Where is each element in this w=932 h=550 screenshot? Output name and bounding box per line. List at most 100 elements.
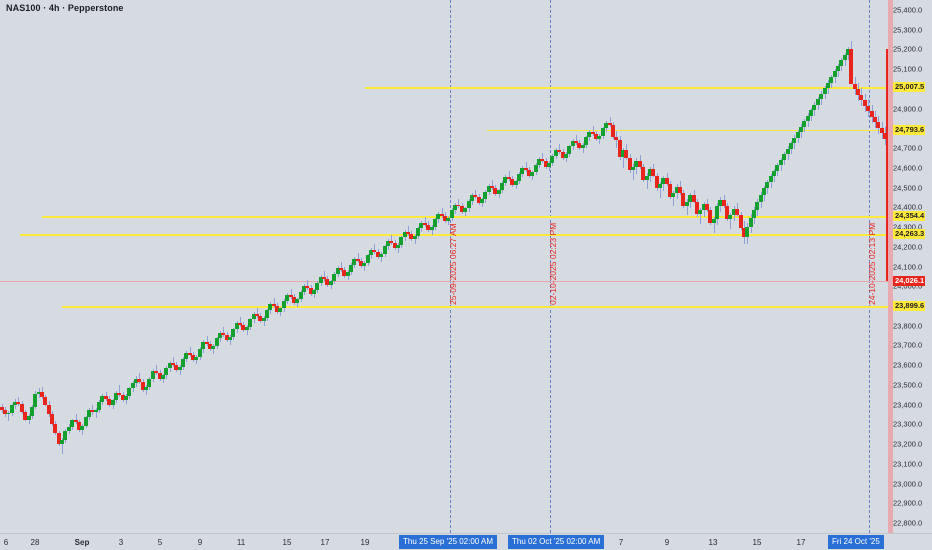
candle-wick (358, 253, 359, 263)
candle-body (409, 233, 413, 240)
candle-body (275, 306, 279, 312)
candle-wick (559, 144, 560, 154)
candle-body (594, 133, 598, 140)
price-level-label[interactable]: 24,354.4 (893, 211, 926, 222)
candle-body (564, 153, 568, 158)
candle-body (352, 258, 356, 265)
candle-body (826, 82, 830, 89)
candle-body (255, 313, 259, 316)
candle-body (10, 405, 14, 413)
candle-body (208, 344, 212, 350)
candle-body (849, 49, 853, 84)
candle-body (480, 199, 484, 203)
candle-body (856, 89, 860, 95)
candle-body (238, 322, 242, 325)
time-axis-tick: 15 (282, 538, 292, 547)
candle-body (880, 127, 884, 134)
candle-body (111, 400, 115, 405)
candle-body (544, 161, 548, 167)
candle-body (554, 150, 558, 156)
current-price-label[interactable]: 24,026.1 (893, 276, 926, 287)
vertical-time-marker (450, 0, 451, 533)
candle-body (718, 200, 722, 207)
candle-body (876, 122, 880, 128)
candle-wick (274, 298, 275, 309)
candle-wick (324, 271, 325, 282)
candle-wick (714, 216, 715, 233)
candle-body (272, 304, 276, 307)
candle-wick (730, 212, 731, 229)
chart-plot-area[interactable]: 25-09-2025 06:27 AM 02-10-2025 02:23 PM 24… (0, 0, 890, 533)
candle-body (587, 131, 591, 138)
candle-body (735, 208, 739, 216)
candle-wick (593, 125, 594, 136)
candle-body (873, 116, 877, 123)
time-axis-badge[interactable]: Thu 25 Sep '25 02:00 AM (399, 535, 498, 549)
price-level-line (20, 234, 890, 236)
candle-body (705, 204, 709, 211)
price-axis-tick: 24,000.0 (893, 281, 923, 291)
candle-body (325, 279, 329, 285)
price-axis[interactable]: 25,400.0 25,300.0 25,200.0 25,100.0 24,900.0… (893, 0, 932, 533)
time-axis[interactable]: 628Sep359111517197913151721Thu 25 Sep '2… (0, 533, 932, 550)
price-axis-tick: 25,200.0 (893, 44, 923, 54)
candle-wick (156, 365, 157, 376)
candle-body (57, 433, 61, 445)
candle-body (107, 399, 111, 405)
candle-body (258, 315, 262, 322)
price-level-label[interactable]: 24,263.3 (893, 229, 926, 240)
candle-body (403, 231, 407, 238)
time-axis-tick: 17 (796, 538, 806, 547)
candle-body (446, 217, 450, 222)
candle-body (349, 264, 353, 273)
price-axis-tick: 24,200.0 (893, 242, 923, 252)
candle-wick (240, 316, 241, 327)
candle-body (655, 175, 659, 189)
candle-body (114, 392, 118, 401)
candle-body (268, 304, 272, 311)
candle-body (248, 319, 252, 327)
candle-wick (475, 189, 476, 200)
price-level-label[interactable]: 24,793.6 (893, 124, 926, 135)
candle-wick (173, 357, 174, 368)
candle-body (688, 195, 692, 202)
candle-body (591, 131, 595, 134)
candle-body (769, 176, 773, 182)
price-level-label[interactable]: 25,007.5 (893, 82, 926, 93)
candle-body (319, 277, 323, 283)
candle-wick (291, 289, 292, 300)
candle-body (702, 204, 706, 211)
candle-body (762, 187, 766, 195)
candle-body (174, 365, 178, 371)
vertical-marker-label: 25-09-2025 06:27 AM (448, 223, 458, 305)
candle-body (651, 169, 655, 176)
candle-body (362, 262, 366, 267)
candle-body (799, 126, 803, 133)
candle-wick (660, 182, 661, 198)
candle-body (725, 206, 729, 220)
candle-body (37, 391, 41, 395)
candle-wick (341, 262, 342, 273)
candle-body (503, 177, 507, 183)
price-level-line (365, 87, 890, 89)
candle-body (668, 184, 672, 197)
candle-body (450, 210, 454, 218)
candle-body (728, 215, 732, 220)
time-axis-badge[interactable]: Thu 02 Oct '25 02:00 AM (508, 535, 605, 549)
candle-body (510, 179, 514, 185)
candle-body (386, 240, 390, 247)
price-level-label[interactable]: 23,899.6 (893, 301, 926, 312)
candle-wick (391, 234, 392, 245)
candle-wick (458, 198, 459, 209)
chart-right-edge-band (888, 0, 893, 533)
candlestick-series (0, 41, 890, 455)
time-axis-badge[interactable]: Fri 24 Oct '25 (828, 535, 884, 549)
candle-body (681, 193, 685, 206)
candle-body (33, 394, 37, 408)
candle-body (137, 379, 141, 383)
candle-body (94, 410, 98, 413)
candle-body (74, 420, 78, 423)
candle-body (305, 286, 309, 289)
candle-body (846, 49, 850, 55)
